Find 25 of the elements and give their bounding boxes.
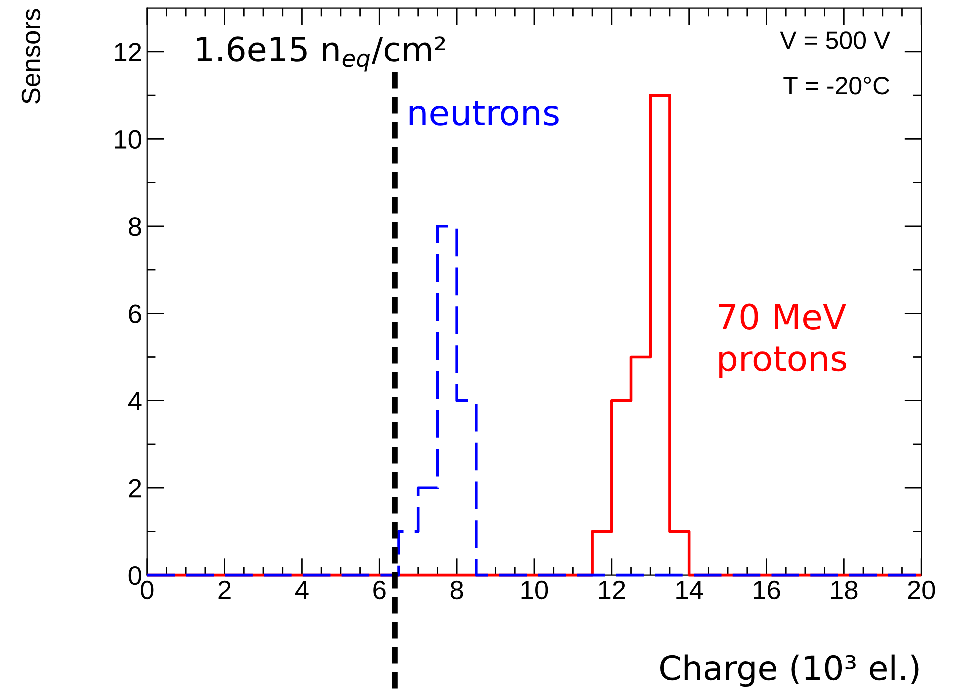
annotation: 1.6e15 n$_{eq}$/cm² bbox=[197, 36, 446, 72]
annotation: V = 500 V bbox=[780, 32, 891, 50]
y-tick-label: 8 bbox=[128, 218, 142, 236]
y-tick-label: 4 bbox=[128, 392, 142, 410]
y-tick-label: 10 bbox=[115, 130, 142, 149]
y-axis-title: Sensors bbox=[22, 9, 41, 104]
annotation: T = -20°C bbox=[784, 77, 890, 95]
x-axis-title: Charge (10³ el.) bbox=[660, 654, 919, 688]
text: neutrons bbox=[410, 101, 559, 126]
x-tick-label: 8 bbox=[450, 580, 464, 600]
y-tick-label: 12 bbox=[115, 43, 142, 62]
x-tick-label: 0 bbox=[141, 580, 154, 600]
x-tick-label: 4 bbox=[295, 581, 309, 600]
x-tick-label: 12 bbox=[599, 580, 626, 600]
x-tick-label: 2 bbox=[218, 580, 231, 600]
y-tick-label: 6 bbox=[129, 304, 142, 324]
y-tick-label: 2 bbox=[129, 479, 142, 498]
x-tick-label: 18 bbox=[832, 580, 858, 600]
x-tick-label: 6 bbox=[374, 580, 386, 600]
x-tick-label: 16 bbox=[754, 580, 780, 600]
y-tick-label: 0 bbox=[128, 566, 142, 586]
series-label: 70 MeV protons bbox=[719, 304, 846, 378]
x-tick-label: 20 bbox=[908, 580, 936, 600]
x-tick-label: 14 bbox=[676, 581, 704, 600]
x-tick-label: 10 bbox=[522, 580, 548, 600]
